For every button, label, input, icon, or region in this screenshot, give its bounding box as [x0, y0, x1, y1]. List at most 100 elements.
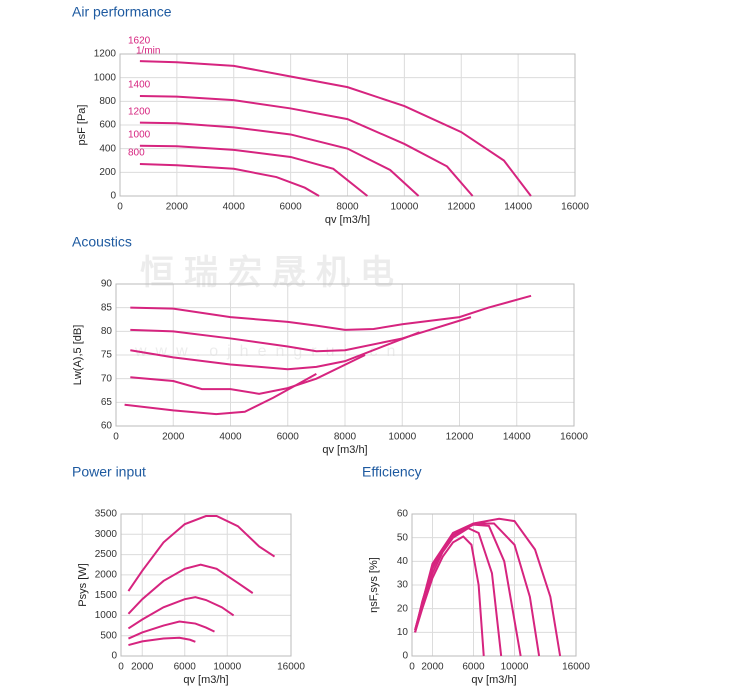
y-axis-label: psF [Pa]: [76, 105, 88, 146]
y-tick-label: 80: [101, 326, 113, 337]
x-tick-label: 10000: [213, 662, 241, 673]
y-axis-label: Psys [W]: [77, 563, 89, 606]
curve-label: 1000: [128, 129, 151, 140]
y-tick-label: 1000: [94, 72, 117, 83]
curve: [127, 596, 235, 630]
y-tick-label: 0: [402, 651, 408, 662]
curve-unit: 1/min: [136, 46, 160, 57]
y-tick-label: 500: [100, 630, 117, 641]
curve: [130, 294, 532, 331]
curve: [130, 316, 472, 353]
x-tick-label: 8000: [336, 202, 359, 213]
curve: [139, 60, 532, 197]
x-tick-label: 6000: [277, 432, 300, 443]
x-tick-label: 16000: [561, 202, 589, 213]
x-axis-label: qv [m3/h]: [471, 674, 516, 686]
curve: [414, 527, 503, 657]
chart-title: Power input: [72, 464, 146, 480]
curve: [130, 354, 366, 395]
y-tick-label: 30: [397, 580, 409, 591]
y-tick-label: 70: [101, 373, 113, 384]
curve: [414, 522, 541, 657]
x-tick-label: 16000: [277, 662, 305, 673]
curve: [139, 121, 420, 197]
x-tick-label: 2000: [421, 662, 444, 673]
x-tick-label: 4000: [223, 202, 246, 213]
y-tick-label: 90: [101, 279, 113, 290]
y-tick-label: 1200: [94, 49, 117, 60]
y-tick-label: 1000: [95, 610, 118, 621]
y-tick-label: 50: [397, 532, 409, 543]
x-axis-label: qv [m3/h]: [183, 674, 228, 686]
chart-title: Efficiency: [362, 464, 422, 480]
watermark-brand: 恒瑞宏晟机电: [140, 253, 404, 292]
y-tick-label: 20: [397, 603, 409, 614]
x-tick-label: 2000: [162, 432, 185, 443]
x-tick-label: 4000: [219, 432, 242, 443]
x-tick-label: 2000: [131, 662, 154, 673]
y-tick-label: 0: [111, 651, 117, 662]
x-tick-label: 14000: [504, 202, 532, 213]
y-tick-label: 60: [101, 421, 113, 432]
curve: [130, 331, 420, 371]
y-axis-label: Lw(A),5 [dB]: [72, 325, 84, 386]
plot-frame: [411, 513, 577, 657]
x-tick-label: 10000: [390, 202, 418, 213]
x-tick-label: 16000: [562, 662, 590, 673]
y-tick-label: 800: [99, 96, 116, 107]
watermark-url: www.ojhengrui.cn: [134, 343, 404, 360]
y-tick-label: 0: [110, 191, 116, 202]
x-tick-label: 0: [409, 662, 415, 673]
y-tick-label: 2500: [95, 549, 118, 560]
y-tick-label: 10: [397, 627, 409, 638]
curve: [128, 620, 215, 640]
curve-label: 1400: [128, 80, 151, 91]
curve-label: 1200: [128, 106, 151, 117]
curve-label: 800: [128, 148, 145, 159]
y-tick-label: 3500: [95, 509, 118, 520]
x-tick-label: 0: [117, 202, 123, 213]
plot-frame: [119, 53, 576, 197]
x-tick-label: 16000: [560, 432, 588, 443]
x-tick-label: 6000: [462, 662, 485, 673]
curve: [128, 636, 196, 647]
curve: [139, 144, 369, 197]
chart-title: Acoustics: [72, 234, 132, 250]
x-tick-label: 2000: [166, 202, 189, 213]
curve: [139, 95, 474, 197]
x-tick-label: 8000: [334, 432, 357, 443]
curve: [127, 563, 254, 615]
x-tick-label: 0: [113, 432, 119, 443]
x-tick-label: 10000: [388, 432, 416, 443]
y-axis-label: ηsF,sys [%]: [368, 557, 380, 613]
chart-title: Air performance: [72, 4, 172, 20]
x-tick-label: 10000: [501, 662, 529, 673]
curve: [414, 517, 562, 657]
y-tick-label: 400: [99, 143, 116, 154]
curve: [139, 163, 320, 197]
y-tick-label: 200: [99, 167, 116, 178]
x-axis-label: qv [m3/h]: [325, 214, 370, 226]
y-tick-label: 2000: [95, 569, 118, 580]
y-tick-label: 1500: [95, 590, 118, 601]
y-tick-label: 65: [101, 397, 113, 408]
plot-frame: [115, 283, 575, 427]
x-tick-label: 6000: [280, 202, 303, 213]
x-tick-label: 0: [118, 662, 124, 673]
y-tick-label: 75: [101, 350, 113, 361]
curve: [414, 523, 522, 657]
y-tick-label: 85: [101, 302, 113, 313]
x-tick-label: 12000: [447, 202, 475, 213]
plot-frame: [120, 513, 292, 657]
y-tick-label: 60: [397, 509, 409, 520]
y-tick-label: 600: [99, 120, 116, 131]
x-tick-label: 12000: [446, 432, 474, 443]
y-tick-label: 40: [397, 556, 409, 567]
x-axis-label: qv [m3/h]: [322, 444, 367, 456]
curve: [124, 373, 317, 416]
curve: [127, 515, 276, 592]
y-tick-label: 3000: [95, 529, 118, 540]
curve-label: 1620: [128, 36, 151, 47]
x-tick-label: 6000: [174, 662, 197, 673]
